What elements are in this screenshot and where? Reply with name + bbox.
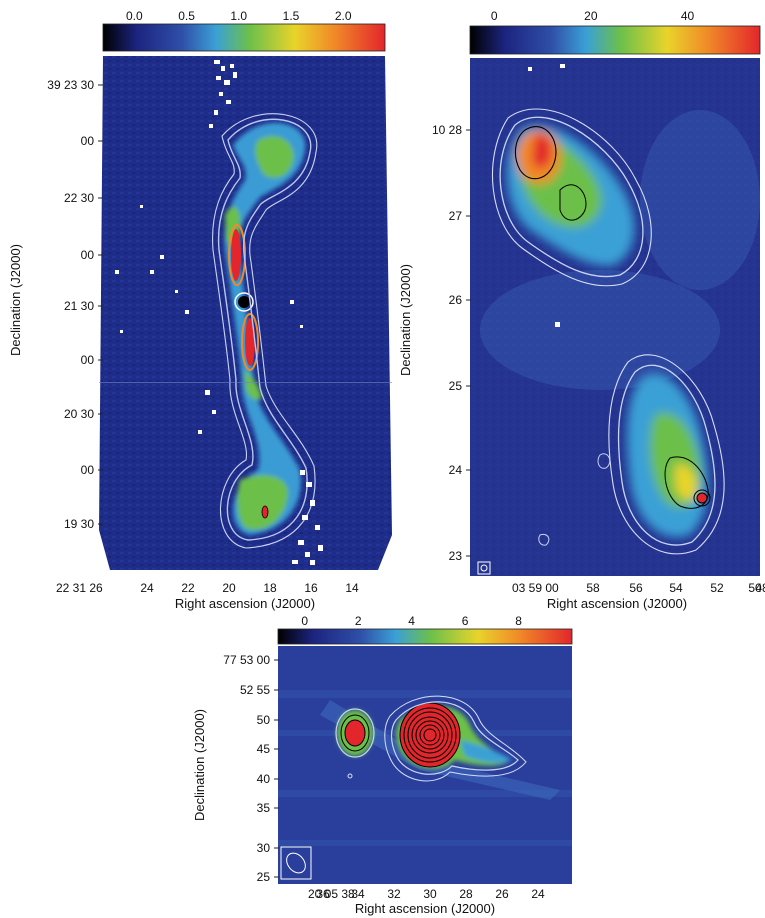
y-axis-1-tick-label: 00 xyxy=(81,353,95,367)
y-axis-3-tick-label: 35 xyxy=(257,801,271,815)
x-axis-1-tick-label: 16 xyxy=(304,581,318,595)
colorbar-1-tick-label: 2.0 xyxy=(335,9,352,23)
x-axis-3-tick-label: 26 xyxy=(495,887,509,901)
x-axis-3-tick-label: 32 xyxy=(387,887,401,901)
x-axis-3-tick-label: 36 xyxy=(316,887,330,901)
colorbar-3-ticks: 0 2 4 6 8 xyxy=(301,614,522,628)
colorbar-3 xyxy=(277,628,573,645)
x-axis-3-tick-label: 20 05 38 xyxy=(308,887,355,901)
colorbar-1 xyxy=(102,23,386,52)
y-axis-1-tick-label: 22 30 xyxy=(64,191,94,205)
y-axis-3-tick-label: 50 xyxy=(257,713,271,727)
image-3 xyxy=(278,646,572,884)
y-axis-1-tick-label: 39 23 30 xyxy=(47,78,94,92)
y-axis-1-tick-label: 21 30 xyxy=(64,299,94,313)
x-axis-1-tick-label: 20 xyxy=(222,581,236,595)
panel-1: 0.0 0.5 1.0 1.5 2.0 xyxy=(8,9,392,611)
y-axis-3-tick-label: 52 55 xyxy=(240,683,270,697)
x-axis-3-label: Right ascension (J2000) xyxy=(355,901,495,916)
colorbar-3-tick-label: 4 xyxy=(408,614,415,628)
colorbar-1-tick-label: 1.0 xyxy=(230,9,247,23)
x-axis-2-tick-label: 52 xyxy=(710,581,724,595)
y-axis-1-tick-label: 00 xyxy=(81,248,95,262)
colorbar-3-tick-label: 6 xyxy=(462,614,469,628)
x-axis-1-tick-label: 14 xyxy=(345,581,359,595)
x-axis-1-ticks: 22 31 26 24 22 20 18 16 14 xyxy=(56,581,359,595)
x-axis-2-tick-label: 56 xyxy=(629,581,643,595)
x-axis-1-tick-label: 24 xyxy=(140,581,154,595)
colorbar-3-tick-label: 2 xyxy=(355,614,362,628)
x-axis-2-tick-label: 50 xyxy=(748,581,762,595)
colorbar-1-tick-label: 1.5 xyxy=(283,9,300,23)
x-axis-3-tick-label: 30 xyxy=(423,887,437,901)
x-axis-3-tick-label: 28 xyxy=(459,887,473,901)
y-axis-3-label: Declination (J2000) xyxy=(192,709,207,821)
colorbar-2-ticks: 0 20 40 xyxy=(491,9,695,23)
x-axis-1-tick-label: 22 xyxy=(181,581,195,595)
y-axis-2-tick-label: 26 xyxy=(449,293,463,307)
colorbar-2-tick-label: 20 xyxy=(584,9,598,23)
y-axis-3-tick-label: 25 xyxy=(257,870,271,884)
colorbar-3-tick-label: 0 xyxy=(301,614,308,628)
image-1 xyxy=(99,56,392,570)
x-axis-2-label: Right ascension (J2000) xyxy=(547,596,687,611)
y-axis-3-tick-label: 40 xyxy=(257,772,271,786)
y-axis-2-tick-label: 25 xyxy=(449,379,463,393)
colorbar-3-tick-label: 8 xyxy=(515,614,522,628)
y-axis-3-ticks: 77 53 00 52 55 50 45 40 35 30 25 xyxy=(223,653,279,884)
y-axis-3-tick-label: 30 xyxy=(257,841,271,855)
colorbar-2-tick-label: 40 xyxy=(681,9,695,23)
y-axis-3-tick-label: 77 53 00 xyxy=(223,653,270,667)
x-axis-1-tick-label: 22 31 26 xyxy=(56,581,103,595)
y-axis-2-tick-label: 10 28 xyxy=(432,123,462,137)
x-axis-2-ticks: 03 59 00 58 56 54 52 5048 xyxy=(512,581,765,595)
x-axis-2-tick-label: 03 59 00 xyxy=(512,581,559,595)
x-axis-1-tick-label: 18 xyxy=(263,581,277,595)
x-axis-1-label: Right ascension (J2000) xyxy=(175,596,315,611)
y-axis-1-label: Declination (J2000) xyxy=(8,244,23,356)
y-axis-2-tick-label: 24 xyxy=(449,463,463,477)
image-2 xyxy=(470,58,760,576)
x-axis-2-tick-label: 48 xyxy=(755,581,765,595)
y-axis-1-ticks: 39 23 30 00 22 30 00 21 30 00 20 30 00 19 30 xyxy=(47,78,103,531)
colorbar-2 xyxy=(469,25,761,55)
y-axis-1-tick-label: 00 xyxy=(81,134,95,148)
y-axis-2-tick-label: 23 xyxy=(449,549,463,563)
y-axis-2-ticks: 10 28 27 26 25 24 23 xyxy=(432,123,471,563)
colorbar-2-tick-label: 0 xyxy=(491,9,498,23)
x-axis-3-tick-label: 34 xyxy=(351,887,365,901)
panel-2: 0 20 40 xyxy=(398,9,765,611)
colorbar-1-tick-label: 0.5 xyxy=(178,9,195,23)
y-axis-1-tick-label: 19 30 xyxy=(64,517,94,531)
y-axis-2-label: Declination (J2000) xyxy=(398,264,413,376)
colorbar-1-ticks: 0.0 0.5 1.0 1.5 2.0 xyxy=(126,9,352,23)
y-axis-1-tick-label: 20 30 xyxy=(64,407,94,421)
colorbar-1-tick-label: 0.0 xyxy=(126,9,143,23)
y-axis-1-tick-label: 00 xyxy=(81,463,95,477)
x-axis-2-tick-label: 54 xyxy=(669,581,683,595)
x-axis-3-tick-label: 24 xyxy=(531,887,545,901)
x-axis-2-tick-label: 58 xyxy=(586,581,600,595)
y-axis-3-tick-label: 45 xyxy=(257,742,271,756)
y-axis-2-tick-label: 27 xyxy=(449,209,463,223)
